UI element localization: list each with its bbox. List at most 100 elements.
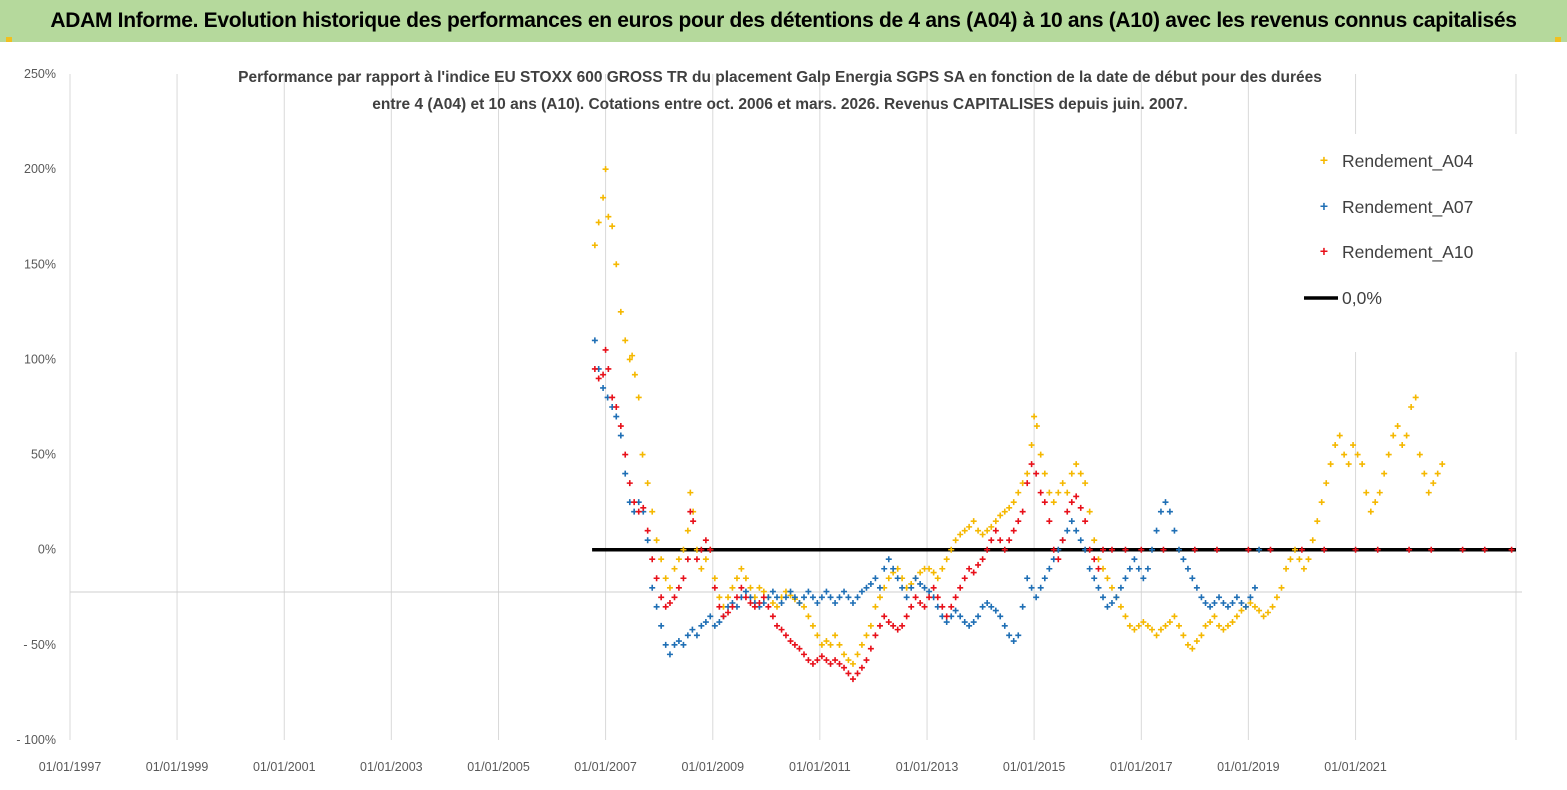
marker-a04: [684, 527, 691, 534]
marker-a07: [742, 588, 749, 595]
marker-a04: [943, 556, 950, 563]
marker-a10: [1267, 546, 1274, 553]
marker-a04: [609, 223, 616, 230]
marker-a04: [711, 575, 718, 582]
marker-a07: [917, 580, 924, 587]
banner-corner-mark-right: [1555, 37, 1561, 43]
marker-a10: [979, 556, 986, 563]
marker-a07: [952, 607, 959, 614]
marker-a10: [961, 575, 968, 582]
legend: + Rendement_A04 + Rendement_A07 + Rendem…: [1280, 134, 1520, 352]
marker-a04: [930, 569, 937, 576]
x-tick-label: 01/01/2021: [1324, 760, 1387, 774]
marker-a04: [617, 308, 624, 315]
marker-a04: [1256, 607, 1263, 614]
marker-a07: [662, 641, 669, 648]
marker-a07: [1220, 599, 1227, 606]
x-tick-label: 01/01/2015: [1003, 760, 1066, 774]
marker-a04: [1233, 613, 1240, 620]
chart-grid: [69, 74, 1517, 740]
marker-a04: [600, 194, 607, 201]
marker-a10: [631, 499, 638, 506]
marker-a07: [1198, 594, 1205, 601]
x-tick-label: 01/01/2011: [789, 760, 851, 774]
marker-a07: [782, 594, 789, 601]
marker-a07: [684, 632, 691, 639]
marker-a04: [1283, 565, 1290, 572]
marker-a10: [1050, 546, 1057, 553]
marker-a10: [769, 613, 776, 620]
marker-a04: [1037, 451, 1044, 458]
marker-a04: [742, 575, 749, 582]
marker-a07: [1184, 565, 1191, 572]
marker-a04: [1341, 451, 1348, 458]
marker-a04: [970, 518, 977, 525]
marker-a07: [979, 603, 986, 610]
marker-a10: [1321, 546, 1328, 553]
marker-a04: [675, 556, 682, 563]
marker-a10: [1068, 499, 1075, 506]
marker-a04: [644, 480, 651, 487]
marker-a10: [791, 641, 798, 648]
marker-a04: [649, 508, 656, 515]
marker-a04: [1006, 504, 1013, 511]
marker-a04: [1394, 423, 1401, 430]
marker-a10: [591, 365, 598, 372]
marker-a10: [760, 594, 767, 601]
marker-a10: [1481, 546, 1488, 553]
marker-a10: [1010, 527, 1017, 534]
marker-a10: [787, 638, 794, 645]
series-rendement-a04: [591, 166, 1446, 667]
y-tick-label: 200%: [24, 162, 56, 176]
marker-a04: [1149, 626, 1156, 633]
marker-a04: [1082, 480, 1089, 487]
marker-a04: [872, 603, 879, 610]
marker-a10: [1374, 546, 1381, 553]
marker-a04: [653, 537, 660, 544]
marker-a10: [975, 561, 982, 568]
marker-a10: [863, 657, 870, 664]
marker-a04: [1332, 442, 1339, 449]
marker-a10: [926, 594, 933, 601]
marker-a10: [747, 599, 754, 606]
marker-a10: [903, 613, 910, 620]
marker-a10: [836, 660, 843, 667]
marker-a07: [1073, 527, 1080, 534]
marker-a10: [756, 599, 763, 606]
marker-a10: [1037, 489, 1044, 496]
marker-a07: [680, 641, 687, 648]
marker-a07: [854, 594, 861, 601]
y-tick-label: - 50%: [23, 638, 56, 652]
marker-a04: [1296, 556, 1303, 563]
x-tick-label: 01/01/2001: [253, 760, 316, 774]
marker-a07: [666, 651, 673, 658]
marker-a10: [845, 670, 852, 677]
marker-a04: [966, 523, 973, 530]
marker-a04: [1031, 413, 1038, 420]
marker-a10: [1406, 546, 1413, 553]
marker-a04: [1153, 632, 1160, 639]
banner-corner-mark-left: [6, 37, 12, 43]
marker-a07: [1091, 575, 1098, 582]
marker-a07: [970, 619, 977, 626]
marker-a10: [899, 622, 906, 629]
marker-a10: [943, 613, 950, 620]
marker-a07: [943, 619, 950, 626]
marker-a10: [622, 451, 629, 458]
marker-a07: [1207, 603, 1214, 610]
marker-a07: [1033, 594, 1040, 601]
y-tick-label: 150%: [24, 257, 56, 271]
marker-a04: [948, 546, 955, 553]
marker-a10: [890, 622, 897, 629]
marker-a07: [600, 384, 607, 391]
marker-a07: [787, 588, 794, 595]
marker-a04: [733, 575, 740, 582]
legend-label-zero: 0,0%: [1342, 288, 1382, 308]
marker-a10: [626, 480, 633, 487]
marker-a04: [1336, 432, 1343, 439]
marker-a04: [1363, 489, 1370, 496]
marker-a07: [1135, 565, 1142, 572]
marker-a07: [1006, 632, 1013, 639]
marker-a04: [1372, 499, 1379, 506]
marker-a04: [818, 641, 825, 648]
